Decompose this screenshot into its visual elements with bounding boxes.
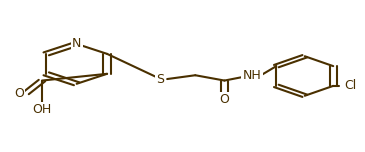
Text: S: S [157, 73, 165, 86]
Text: O: O [14, 87, 24, 100]
Text: Cl: Cl [344, 79, 357, 92]
Text: O: O [219, 93, 230, 106]
Text: OH: OH [32, 103, 51, 116]
Text: NH: NH [242, 69, 261, 82]
Text: N: N [72, 37, 81, 50]
Text: N: N [72, 37, 81, 50]
